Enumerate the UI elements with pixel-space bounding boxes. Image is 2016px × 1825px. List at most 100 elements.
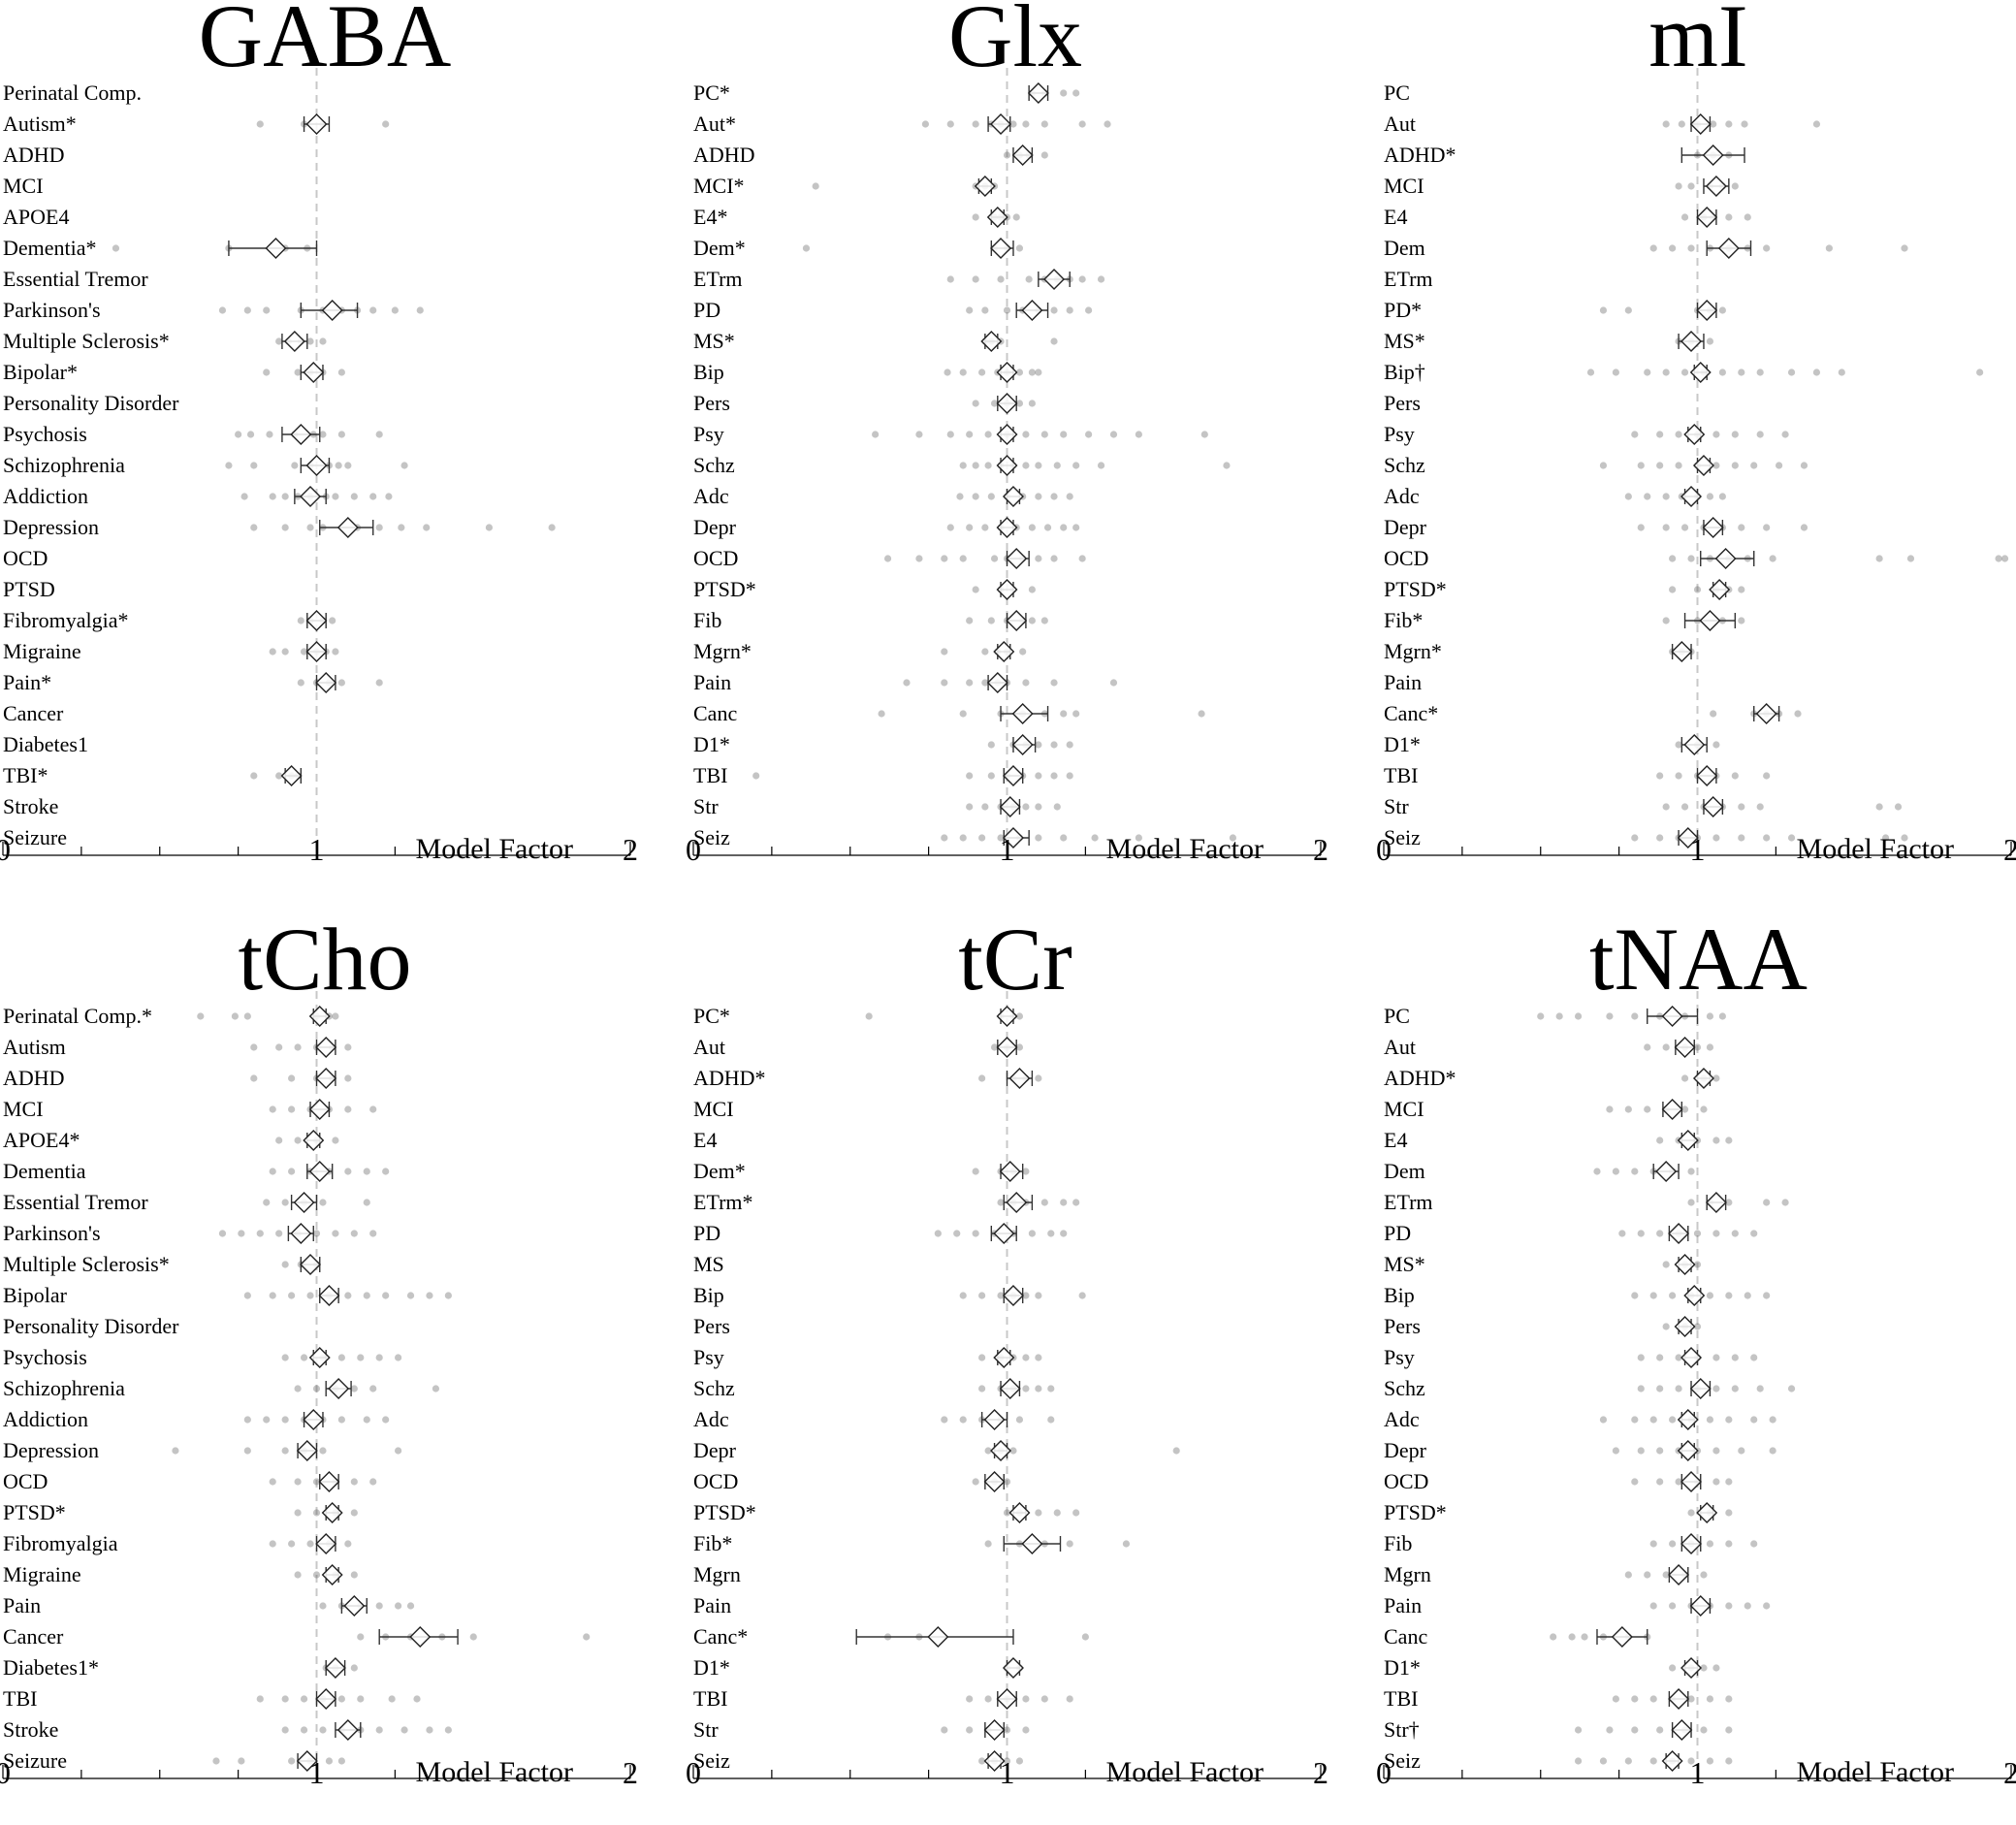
data-point bbox=[300, 648, 308, 656]
data-point bbox=[1072, 710, 1080, 718]
estimate-marker bbox=[1006, 548, 1028, 569]
row-label: PD bbox=[1384, 1221, 1412, 1245]
data-point bbox=[883, 555, 892, 562]
data-point bbox=[972, 400, 979, 407]
estimate-marker bbox=[315, 1533, 337, 1554]
estimate-marker bbox=[1661, 1006, 1683, 1027]
data-point bbox=[325, 1757, 334, 1765]
data-point bbox=[1693, 1261, 1702, 1268]
estimate-marker bbox=[1696, 765, 1718, 786]
data-point bbox=[218, 1230, 227, 1237]
data-point bbox=[1675, 431, 1682, 438]
data-point bbox=[1763, 834, 1771, 842]
data-point bbox=[1618, 1230, 1626, 1237]
data-point bbox=[416, 306, 424, 314]
estimate-marker bbox=[1011, 144, 1034, 166]
x-tick-label: 0 bbox=[686, 1755, 701, 1790]
data-point bbox=[1644, 493, 1651, 500]
plot-area bbox=[2, 68, 631, 856]
data-point bbox=[1812, 120, 1821, 128]
data-point bbox=[1731, 431, 1739, 438]
data-point bbox=[1738, 368, 1745, 376]
data-point bbox=[1612, 368, 1619, 376]
data-point bbox=[978, 834, 986, 842]
data-point bbox=[1022, 1385, 1030, 1393]
estimate-marker bbox=[996, 579, 1018, 600]
data-point bbox=[1022, 679, 1030, 687]
data-point bbox=[966, 803, 974, 811]
panel-tnaa: tNAA PC Aut ADHD* MCI E4 Dem ETrm PD MS* Bip Pers P… bbox=[1376, 910, 2016, 1825]
estimate-marker bbox=[990, 113, 1012, 135]
data-point bbox=[1022, 462, 1030, 469]
data-point bbox=[1091, 834, 1099, 842]
estimate-marker bbox=[336, 517, 359, 538]
data-point bbox=[344, 1043, 352, 1051]
data-point bbox=[1731, 1385, 1739, 1393]
estimate-marker bbox=[1043, 269, 1066, 290]
data-point bbox=[375, 431, 383, 438]
estimate-marker bbox=[308, 1161, 331, 1182]
data-point bbox=[1875, 555, 1883, 562]
row-label: Canc* bbox=[693, 1624, 749, 1649]
data-point bbox=[946, 524, 954, 531]
estimate-marker bbox=[1702, 517, 1724, 538]
data-point bbox=[1003, 1478, 1011, 1486]
data-point bbox=[941, 1726, 948, 1734]
data-point bbox=[306, 1292, 314, 1299]
data-point bbox=[1750, 1230, 1758, 1237]
row-label: Dem* bbox=[693, 1159, 746, 1183]
data-point bbox=[306, 1540, 314, 1548]
data-point bbox=[112, 244, 120, 252]
data-point bbox=[966, 524, 974, 531]
data-point bbox=[250, 462, 258, 469]
data-point bbox=[281, 1695, 289, 1703]
data-point bbox=[1756, 1385, 1764, 1393]
data-point bbox=[413, 1695, 421, 1703]
row-label: Schz bbox=[1384, 453, 1425, 477]
row-label: Dementia bbox=[3, 1159, 86, 1183]
data-point bbox=[1725, 1540, 1733, 1548]
x-tick-label: 1 bbox=[308, 832, 325, 867]
data-point bbox=[382, 120, 390, 128]
row-label: E4 bbox=[1384, 205, 1408, 229]
data-point bbox=[1687, 1757, 1695, 1765]
data-point bbox=[1637, 1447, 1645, 1455]
data-point bbox=[319, 431, 327, 438]
estimate-marker bbox=[1702, 796, 1724, 817]
estimate-marker bbox=[1002, 827, 1024, 848]
estimate-marker bbox=[1689, 1595, 1712, 1617]
estimate-marker bbox=[290, 1223, 312, 1244]
data-point bbox=[350, 1230, 358, 1237]
data-point bbox=[1035, 462, 1042, 469]
row-label: PD bbox=[693, 298, 721, 322]
row-label: PD bbox=[693, 1221, 721, 1245]
data-point bbox=[959, 555, 967, 562]
row-label: ETrm bbox=[1384, 1190, 1433, 1214]
data-point bbox=[250, 772, 258, 780]
data-point bbox=[1035, 1292, 1042, 1299]
data-point bbox=[1649, 1757, 1657, 1765]
data-point bbox=[1712, 1385, 1720, 1393]
data-point bbox=[1656, 1385, 1664, 1393]
data-point bbox=[1738, 1447, 1745, 1455]
data-point bbox=[1800, 524, 1808, 531]
data-point bbox=[1781, 431, 1789, 438]
data-point bbox=[350, 1664, 358, 1672]
data-point bbox=[337, 1757, 345, 1765]
data-point bbox=[1706, 1695, 1714, 1703]
data-point bbox=[1624, 306, 1632, 314]
data-point bbox=[1656, 462, 1664, 469]
data-point bbox=[1687, 1199, 1695, 1206]
data-point bbox=[263, 1416, 271, 1424]
data-point bbox=[312, 1230, 321, 1237]
row-label: MCI bbox=[3, 1097, 44, 1121]
data-point bbox=[1763, 1199, 1771, 1206]
data-point bbox=[423, 524, 431, 531]
data-point bbox=[319, 1726, 327, 1734]
data-point bbox=[319, 337, 327, 345]
data-point bbox=[266, 431, 273, 438]
data-point bbox=[1731, 1354, 1739, 1361]
data-point bbox=[1060, 524, 1068, 531]
data-point bbox=[1781, 1199, 1789, 1206]
data-point bbox=[1706, 493, 1714, 500]
